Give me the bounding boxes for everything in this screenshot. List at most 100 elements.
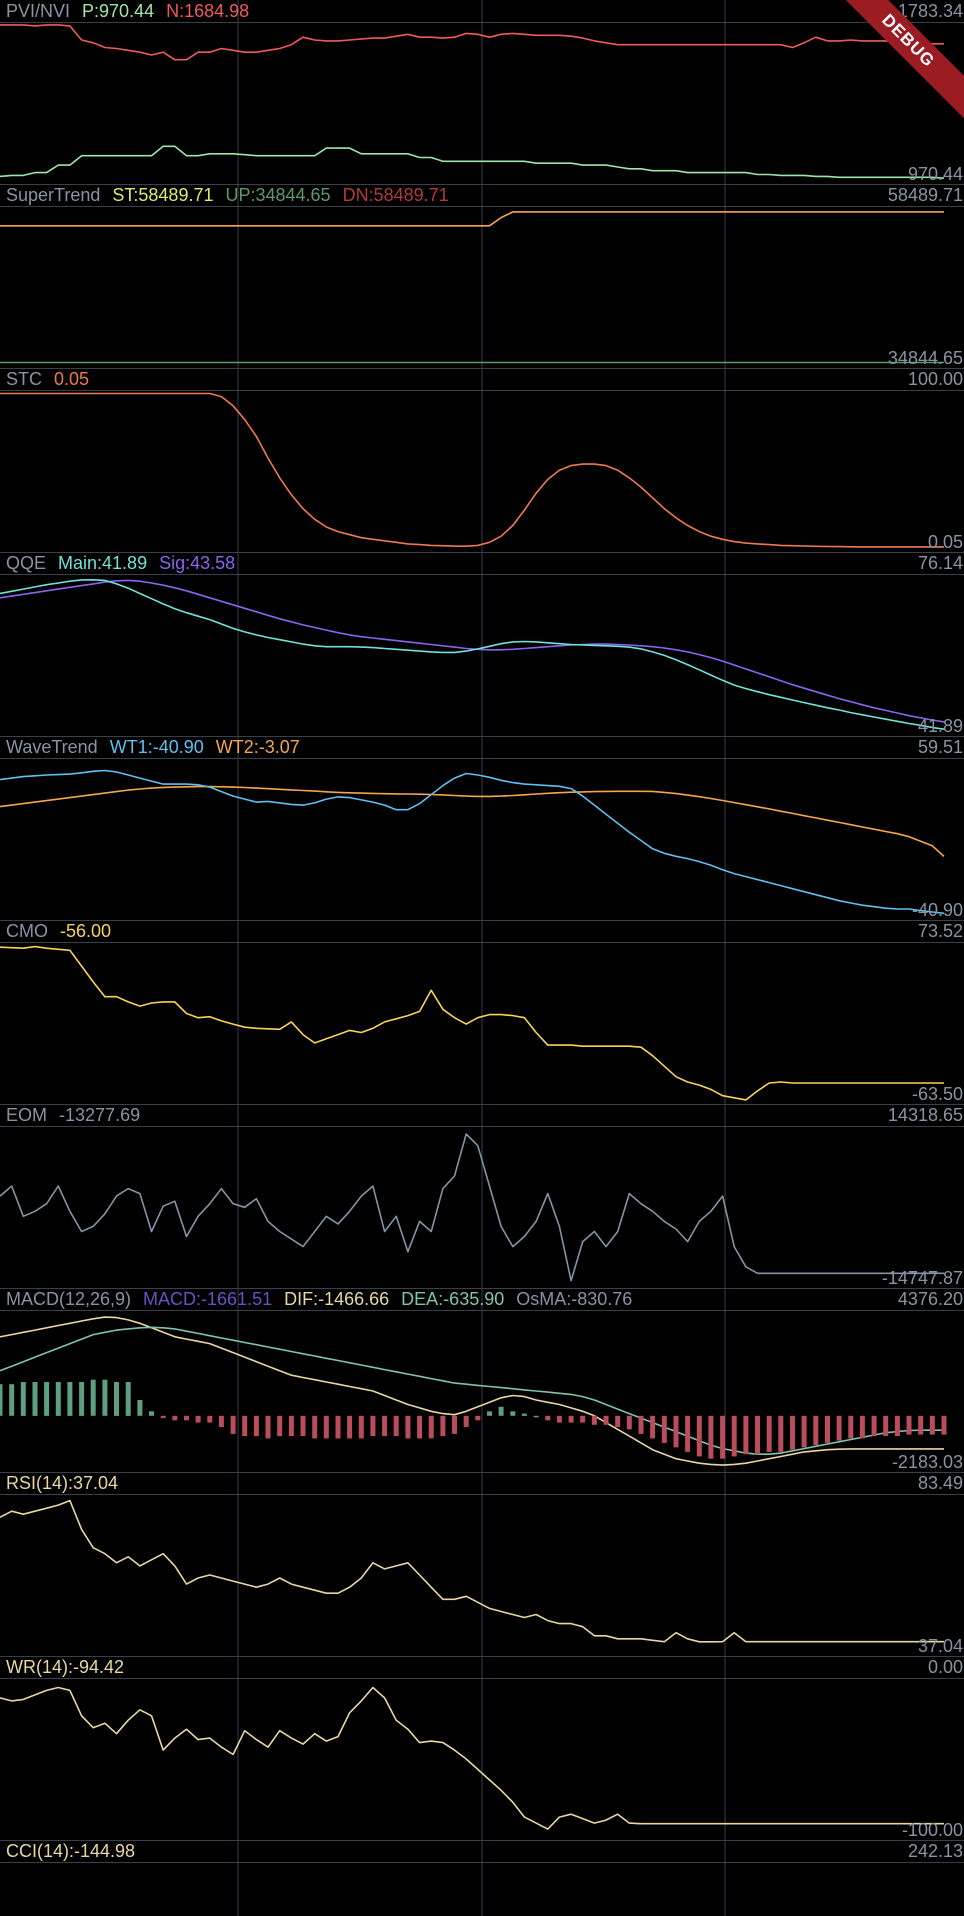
macd-histogram-bar (370, 1415, 376, 1437)
macd-histogram-bar (603, 1415, 609, 1425)
macd-header-2: DIF:-1466.66 (284, 1289, 389, 1309)
macd-histogram-bar (312, 1415, 318, 1439)
macd-histogram-bar (580, 1415, 586, 1423)
macd-histogram-bar (417, 1415, 423, 1439)
stc-header-0: STC (6, 369, 42, 389)
qqe-series-1 (0, 578, 945, 730)
macd-histogram-bar (288, 1415, 294, 1437)
cci-header-0: CCI(14):-144.98 (6, 1841, 135, 1861)
macd-histogram-bar (44, 1382, 50, 1416)
macd-histogram-bar (405, 1415, 411, 1439)
cci-axis-top: 242.13 (908, 1841, 963, 1861)
macd-histogram-bar (743, 1415, 749, 1455)
macd-histogram-bar (778, 1415, 784, 1452)
macd-histogram-bar (825, 1415, 830, 1443)
macd-histogram-bar (9, 1384, 15, 1416)
stc-series-0 (0, 392, 944, 548)
wr-axis-top: 0.00 (928, 1657, 963, 1677)
wr-series-0 (0, 1686, 944, 1830)
cmo-axis-bottom: -63.50 (912, 1084, 963, 1104)
wavetrend-header-2: WT2:-3.07 (216, 737, 300, 757)
macd-histogram-bar (67, 1382, 73, 1416)
macd-histogram-bar (510, 1411, 516, 1416)
supertrend-header-2: UP:34844.65 (225, 185, 330, 205)
macd-histogram-bar (137, 1400, 143, 1416)
macd-histogram-bar (184, 1415, 189, 1421)
macd-header-1: MACD:-1661.51 (143, 1289, 272, 1309)
eom-header-0: EOM (6, 1105, 47, 1125)
macd-histogram-bar (125, 1382, 131, 1416)
macd-histogram-bar (114, 1382, 119, 1416)
supertrend-header-3: DN:58489.71 (343, 185, 449, 205)
macd-histogram-bar (277, 1415, 283, 1437)
pvi/nvi-axis-top: 1783.34 (898, 1, 963, 21)
macd-series-0 (0, 1316, 944, 1466)
macd-histogram-bar (883, 1415, 889, 1437)
macd-histogram-bar (79, 1382, 85, 1416)
macd-histogram-bar (929, 1415, 935, 1435)
macd-histogram-bar (382, 1415, 388, 1437)
cmo-header-1: -56.00 (60, 921, 111, 941)
qqe-header-0: QQE (6, 553, 46, 573)
macd-histogram-bar (766, 1415, 772, 1452)
pvi/nvi-header-0: PVI/NVI (6, 1, 70, 21)
macd-histogram-bar (836, 1415, 842, 1441)
macd-histogram-bar (859, 1415, 865, 1439)
macd-histogram-bar (685, 1415, 691, 1452)
macd-histogram-bar (615, 1415, 621, 1428)
macd-histogram-bar (335, 1415, 341, 1439)
macd-histogram-bar (195, 1415, 201, 1423)
macd-histogram-bar (650, 1415, 656, 1439)
pvi/nvi-header-2: N:1684.98 (166, 1, 249, 21)
rsi-axis-bottom: 37.04 (918, 1636, 963, 1656)
supertrend-header-0: SuperTrend (6, 185, 100, 205)
macd-histogram-bar (160, 1415, 166, 1419)
macd-histogram-bar (941, 1415, 947, 1435)
pvi/nvi-axis-bottom: 970.44 (908, 164, 963, 184)
macd-header-0: MACD(12,26,9) (6, 1289, 131, 1309)
macd-histogram-bar (533, 1415, 539, 1418)
wavetrend-series-1 (0, 769, 945, 915)
macd-histogram-bar (323, 1415, 329, 1439)
macd-histogram-bar (55, 1382, 61, 1416)
macd-histogram-bar (556, 1415, 562, 1423)
cmo-header-0: CMO (6, 921, 48, 941)
macd-axis-top: 4376.20 (898, 1289, 963, 1309)
macd-histogram-bar (894, 1415, 900, 1437)
macd-histogram-bar (708, 1415, 714, 1459)
macd-histogram-bar (218, 1415, 224, 1428)
macd-histogram-bar (207, 1415, 213, 1423)
macd-histogram-bar (300, 1415, 306, 1437)
wavetrend-axis-top: 59.51 (918, 737, 963, 757)
macd-histogram-bar (918, 1415, 924, 1435)
macd-header-3: DEA:-635.90 (401, 1289, 504, 1309)
macd-histogram-bar (638, 1415, 644, 1434)
macd-histogram-bar (242, 1415, 248, 1437)
macd-histogram-bar (172, 1415, 178, 1421)
supertrend-header-1: ST:58489.71 (112, 185, 213, 205)
macd-histogram-bar (475, 1415, 481, 1421)
macd-histogram-bar (521, 1413, 527, 1416)
macd-histogram-bar (440, 1415, 446, 1437)
macd-histogram-bar (102, 1379, 108, 1416)
macd-histogram-bar (498, 1406, 504, 1416)
macd-histogram-bar (428, 1415, 434, 1439)
macd-histogram-bar (755, 1415, 760, 1455)
qqe-header-2: Sig:43.58 (159, 553, 235, 573)
macd-histogram-bar (696, 1415, 702, 1457)
macd-histogram-bar (347, 1415, 353, 1439)
macd-histogram-bar (149, 1411, 154, 1416)
macd-histogram-bar (265, 1415, 271, 1439)
supertrend-axis-bottom: 34844.65 (888, 348, 963, 368)
macd-histogram-bar (545, 1415, 551, 1421)
macd-histogram-bar (673, 1415, 679, 1448)
wr-axis-bottom: -100.00 (902, 1820, 963, 1840)
macd-histogram-bar (32, 1382, 38, 1416)
macd-histogram-bar (452, 1415, 457, 1434)
supertrend-axis-top: 58489.71 (888, 185, 963, 205)
macd-histogram-bar (848, 1415, 854, 1439)
macd-histogram-bar (871, 1415, 877, 1437)
macd-histogram-bar (591, 1415, 597, 1425)
pvi/nvi-series-1 (0, 145, 945, 179)
macd-histogram-bar (230, 1415, 236, 1434)
